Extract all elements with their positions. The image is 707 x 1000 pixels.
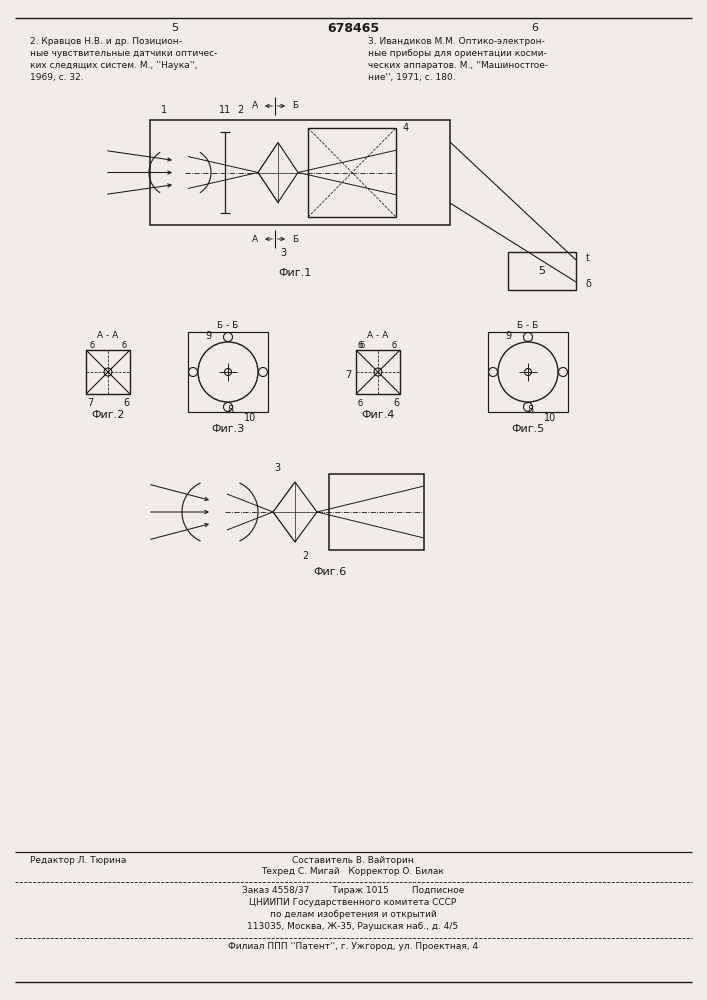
Bar (188, 332, 268, 412)
Text: Техред С. Мигай   Корректор О. Билак: Техред С. Мигай Корректор О. Билак (262, 867, 445, 876)
Text: 10: 10 (544, 413, 556, 423)
Text: б: б (357, 398, 363, 408)
Text: Фиг.3: Фиг.3 (211, 424, 245, 434)
Text: 5: 5 (539, 266, 546, 276)
Text: 2: 2 (302, 551, 308, 561)
Text: 6: 6 (532, 23, 539, 33)
Bar (150, 120, 450, 225)
Bar (488, 332, 568, 412)
Text: Б: Б (292, 102, 298, 110)
Text: 6: 6 (123, 398, 129, 408)
Text: А: А (252, 102, 258, 110)
Text: Б - Б: Б - Б (518, 322, 539, 330)
Text: 8: 8 (527, 405, 533, 415)
Text: б: б (359, 340, 365, 350)
Text: 3. Ивандиков М.М. Оптико-электрон-
ные приборы для ориентации косми-
ческих аппа: 3. Ивандиков М.М. Оптико-электрон- ные п… (368, 37, 548, 82)
Text: б: б (122, 340, 127, 350)
Text: 11: 11 (219, 105, 231, 115)
Bar (308, 128, 396, 217)
Text: А: А (252, 234, 258, 243)
Text: 678465: 678465 (327, 21, 379, 34)
Text: 9: 9 (205, 331, 211, 341)
Text: Фиг.1: Фиг.1 (279, 268, 312, 278)
Text: Фиг.2: Фиг.2 (91, 410, 124, 420)
Text: б: б (89, 340, 95, 350)
Text: ЦНИИПИ Государственного комитета СССР
по делам изобретения и открытий
113035, Мо: ЦНИИПИ Государственного комитета СССР по… (247, 898, 459, 931)
Bar (329, 474, 424, 550)
Text: Фиг.5: Фиг.5 (511, 424, 544, 434)
Text: 7: 7 (87, 398, 93, 408)
Text: Б - Б: Б - Б (217, 322, 239, 330)
Text: 2: 2 (237, 105, 243, 115)
Text: б: б (392, 340, 397, 350)
Text: 8: 8 (227, 405, 233, 415)
Bar (508, 252, 576, 290)
Text: 2. Кравцов Н.В. и др. Позицион-
ные чувствительные датчики оптичес-
ких следящих: 2. Кравцов Н.В. и др. Позицион- ные чувс… (30, 37, 217, 82)
Text: Фиг.4: Фиг.4 (361, 410, 395, 420)
Text: Фиг.6: Фиг.6 (313, 567, 346, 577)
Text: Редактор Л. Тюрина: Редактор Л. Тюрина (30, 856, 127, 865)
Bar (356, 350, 400, 394)
Text: 3: 3 (280, 248, 286, 258)
Text: Б: Б (292, 234, 298, 243)
Text: Заказ 4558/37        Тираж 1015        Подписное: Заказ 4558/37 Тираж 1015 Подписное (242, 886, 464, 895)
Text: 1: 1 (161, 105, 167, 115)
Text: δ: δ (585, 279, 591, 289)
Bar (86, 350, 130, 394)
Text: 10: 10 (244, 413, 256, 423)
Text: 6: 6 (393, 398, 399, 408)
Text: б: б (357, 340, 363, 350)
Text: 5: 5 (172, 23, 178, 33)
Text: А - А: А - А (368, 332, 389, 340)
Text: t: t (586, 253, 590, 263)
Text: Филиал ППП ''Патент'', г. Ужгород, ул. Проектная, 4: Филиал ППП ''Патент'', г. Ужгород, ул. П… (228, 942, 478, 951)
Text: 9: 9 (505, 331, 511, 341)
Text: Составитель В. Вайторин: Составитель В. Вайторин (292, 856, 414, 865)
Text: 7: 7 (345, 370, 351, 380)
Text: А - А: А - А (98, 332, 119, 340)
Text: 4: 4 (403, 123, 409, 133)
Text: 3: 3 (274, 463, 280, 473)
